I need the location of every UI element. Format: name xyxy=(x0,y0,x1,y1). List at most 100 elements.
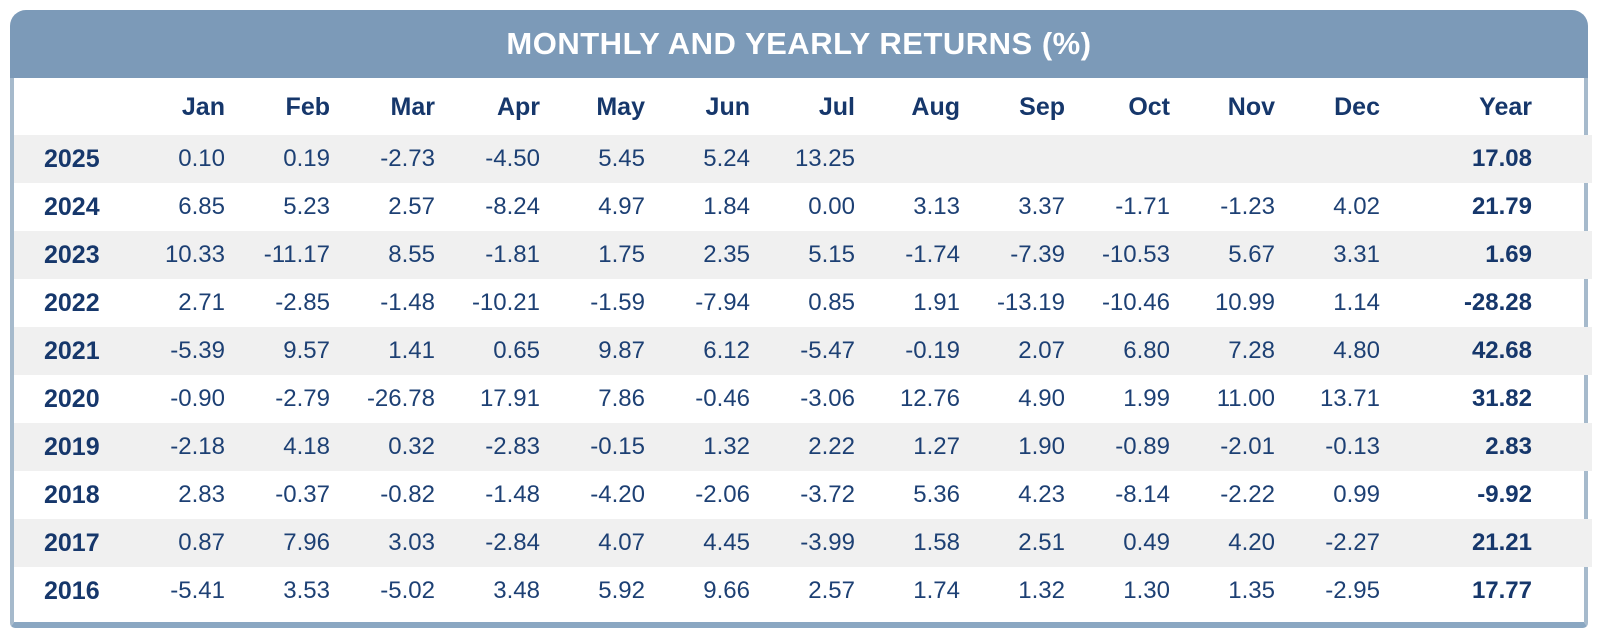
year-cell: 2025 xyxy=(44,144,100,173)
return-cell: -8.24 xyxy=(485,193,540,220)
return-cell: 1.30 xyxy=(1123,577,1170,604)
year-cell: 2024 xyxy=(44,192,100,221)
return-cell: 4.80 xyxy=(1333,337,1380,364)
return-cell: -0.15 xyxy=(590,433,645,460)
return-cell: 1.84 xyxy=(703,193,750,220)
year-total-cell: 17.77 xyxy=(1471,577,1532,604)
return-cell: -0.19 xyxy=(905,337,960,364)
return-cell: -2.84 xyxy=(485,529,540,556)
return-cell: 5.36 xyxy=(913,481,960,508)
return-cell: -1.81 xyxy=(485,241,540,268)
return-cell: -1.74 xyxy=(905,241,960,268)
table-row: 2021 -5.39 9.57 1.41 0.65 9.87 6.12 -5.47 -0.19 2… xyxy=(14,327,1592,375)
month-column-header: Mar xyxy=(390,93,435,121)
return-cell: 0.85 xyxy=(808,289,855,316)
return-cell: 1.35 xyxy=(1228,577,1275,604)
returns-card: MONTHLY AND YEARLY RETURNS (%) Jan Feb Mar… xyxy=(10,10,1592,628)
return-cell: 11.00 xyxy=(1216,385,1275,412)
return-cell: -2.73 xyxy=(380,145,435,172)
return-cell xyxy=(1289,135,1394,183)
return-cell: 7.28 xyxy=(1228,337,1275,364)
return-cell: 1.58 xyxy=(913,529,960,556)
return-cell: 4.18 xyxy=(283,433,330,460)
return-cell: 7.86 xyxy=(598,385,645,412)
return-cell: 0.65 xyxy=(493,337,540,364)
year-total-cell: 2.83 xyxy=(1485,433,1532,460)
return-cell: -11.17 xyxy=(263,241,330,268)
return-cell: -10.53 xyxy=(1101,241,1170,268)
table-row: 2022 2.71 -2.85 -1.48 -10.21 -1.59 -7.94 0.85 1.… xyxy=(14,279,1592,327)
return-cell: 1.14 xyxy=(1333,289,1380,316)
return-cell: -7.39 xyxy=(1010,241,1065,268)
return-cell: -3.99 xyxy=(800,529,855,556)
month-column-header: Aug xyxy=(911,93,960,121)
return-cell: 3.53 xyxy=(283,577,330,604)
year-cell: 2016 xyxy=(44,576,100,605)
return-cell: 1.27 xyxy=(913,433,960,460)
month-column-header: Jul xyxy=(818,93,855,121)
return-cell: -4.20 xyxy=(590,481,645,508)
return-cell: -0.90 xyxy=(170,385,225,412)
return-cell: -1.59 xyxy=(590,289,645,316)
return-cell: 10.99 xyxy=(1214,289,1275,316)
table-row: 2020 -0.90 -2.79 -26.78 17.91 7.86 -0.46 -3.06 1… xyxy=(14,375,1592,423)
return-cell: 2.51 xyxy=(1018,529,1065,556)
return-cell: -2.06 xyxy=(695,481,750,508)
return-cell: 1.91 xyxy=(913,289,960,316)
year-total-cell: -28.28 xyxy=(1463,289,1532,316)
year-cell: 2017 xyxy=(44,528,100,557)
return-cell: 4.23 xyxy=(1018,481,1065,508)
month-column-header: Feb xyxy=(285,93,330,121)
return-cell: 3.37 xyxy=(1018,193,1065,220)
return-cell: 13.25 xyxy=(794,145,855,172)
year-cell: 2019 xyxy=(44,432,100,461)
return-cell: -4.50 xyxy=(485,145,540,172)
return-cell: -2.01 xyxy=(1220,433,1275,460)
return-cell: -0.46 xyxy=(695,385,750,412)
return-cell: 2.57 xyxy=(388,193,435,220)
year-column-header xyxy=(14,80,134,135)
return-cell: -5.41 xyxy=(170,577,225,604)
return-cell: 2.71 xyxy=(178,289,225,316)
year-total-cell: 17.08 xyxy=(1471,145,1532,172)
return-cell: -2.18 xyxy=(170,433,225,460)
return-cell: 1.99 xyxy=(1123,385,1170,412)
month-column-header: Dec xyxy=(1334,93,1380,121)
year-total-cell: 42.68 xyxy=(1471,337,1532,364)
return-cell: -2.95 xyxy=(1325,577,1380,604)
return-cell xyxy=(974,135,1079,183)
return-cell: 4.20 xyxy=(1228,529,1275,556)
return-cell: 2.83 xyxy=(178,481,225,508)
return-cell: -0.13 xyxy=(1325,433,1380,460)
return-cell: 0.32 xyxy=(388,433,435,460)
month-column-header: Apr xyxy=(496,93,540,121)
return-cell: -2.85 xyxy=(275,289,330,316)
return-cell xyxy=(869,135,974,183)
return-cell: -1.48 xyxy=(380,289,435,316)
year-cell: 2020 xyxy=(44,384,100,413)
return-cell: 4.45 xyxy=(703,529,750,556)
year-cell: 2022 xyxy=(44,288,100,317)
return-cell: 1.74 xyxy=(913,577,960,604)
month-column-header: Oct xyxy=(1128,93,1170,121)
return-cell: 5.23 xyxy=(283,193,330,220)
return-cell: 1.75 xyxy=(598,241,645,268)
table-title: MONTHLY AND YEARLY RETURNS (%) xyxy=(506,26,1092,61)
return-cell: 0.19 xyxy=(283,145,330,172)
return-cell: -8.14 xyxy=(1115,481,1170,508)
return-cell: 2.22 xyxy=(808,433,855,460)
month-column-header: Nov xyxy=(1227,93,1275,121)
return-cell: 4.97 xyxy=(598,193,645,220)
return-cell: 1.32 xyxy=(1018,577,1065,604)
return-cell: -10.21 xyxy=(471,289,540,316)
return-cell: 0.00 xyxy=(808,193,855,220)
return-cell: -0.82 xyxy=(380,481,435,508)
return-cell: 1.32 xyxy=(703,433,750,460)
table-row: 2019 -2.18 4.18 0.32 -2.83 -0.15 1.32 2.22 1.27 1… xyxy=(14,423,1592,471)
month-column-header: Jan xyxy=(181,93,225,121)
column-header-row: Jan Feb Mar Apr May Jun Jul Aug Sep Oct Nov Dec Year xyxy=(14,80,1592,135)
return-cell: 10.33 xyxy=(164,241,225,268)
return-cell: -1.23 xyxy=(1220,193,1275,220)
return-cell: -2.27 xyxy=(1325,529,1380,556)
return-cell: 6.85 xyxy=(178,193,225,220)
